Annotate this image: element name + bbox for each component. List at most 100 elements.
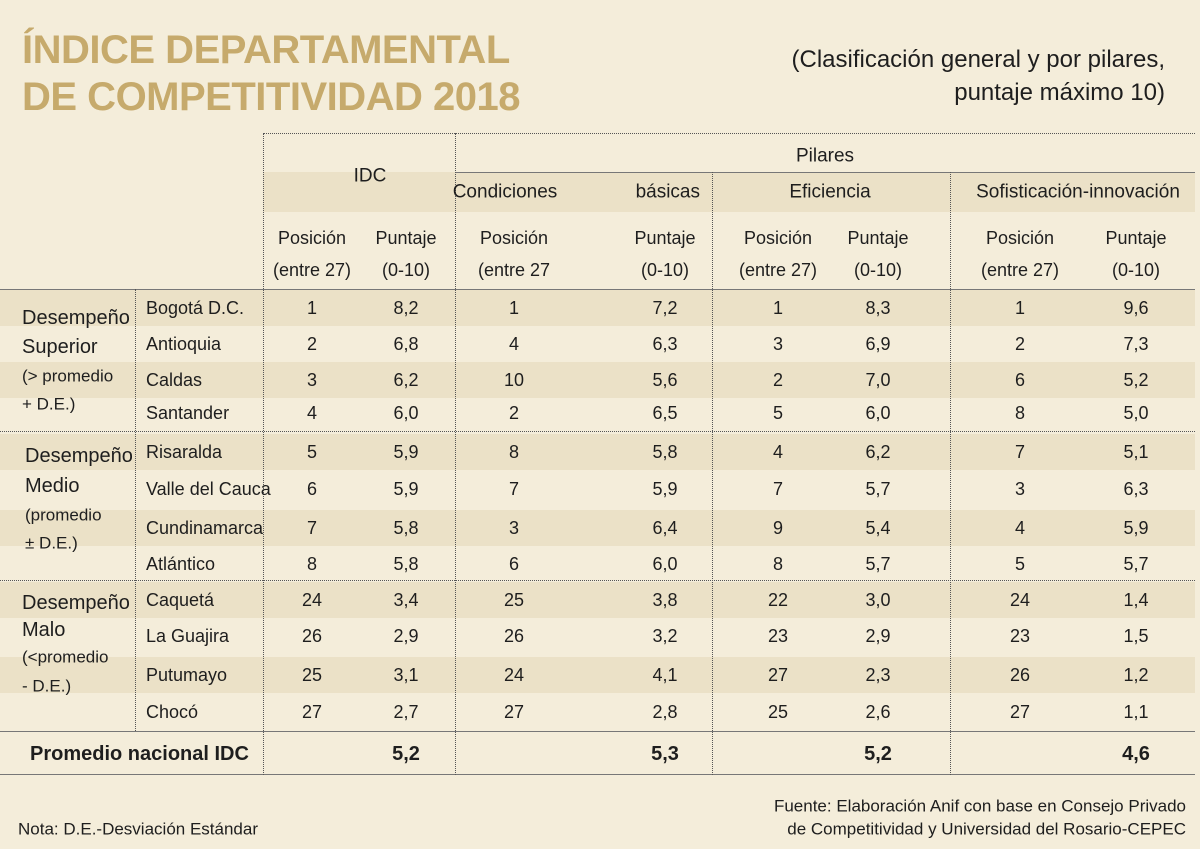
cell: 24: [301, 590, 323, 610]
cell: 5,8: [652, 442, 678, 462]
group-label: Desempeño: [25, 445, 133, 467]
department: Cundinamarca: [146, 518, 264, 538]
row-band: [0, 434, 1195, 470]
sub-header: Posición: [479, 228, 549, 248]
row-band: [0, 362, 1195, 398]
cell: 1,4: [1123, 590, 1149, 610]
sub-header: Posición: [985, 228, 1055, 248]
cell: 6,9: [865, 334, 891, 354]
cell: 6,4: [652, 518, 678, 538]
cell: 3,8: [652, 590, 678, 610]
cell: 5,2: [1123, 370, 1149, 390]
department: Atlántico: [146, 554, 216, 574]
cell: 5,4: [865, 518, 891, 538]
cell: 1: [772, 298, 784, 318]
cell: 8: [772, 554, 784, 574]
cell: 27: [301, 702, 323, 722]
cell: 3,1: [393, 665, 419, 685]
department: Caldas: [146, 370, 203, 390]
cell: 5,7: [1123, 554, 1149, 574]
cell: 1,2: [1123, 665, 1149, 685]
cell: 2,6: [865, 702, 891, 722]
cell: 6: [1014, 370, 1026, 390]
group-label: (<promedio: [22, 647, 109, 667]
cell: 3,0: [865, 590, 891, 610]
divider: [0, 431, 1195, 432]
cell: 1,5: [1123, 626, 1149, 646]
sub-header: (entre 27): [272, 260, 352, 280]
footer-cell: 5,2: [864, 743, 892, 765]
department: Putumayo: [146, 665, 228, 685]
cell: 9: [772, 518, 784, 538]
cell: 1: [306, 298, 318, 318]
cell: 8: [1014, 403, 1026, 423]
cell: 3,2: [652, 626, 678, 646]
column-header: Pilares: [795, 145, 855, 167]
sub-header: Puntaje: [375, 228, 437, 248]
cell: 5,6: [652, 370, 678, 390]
cell: 2: [306, 334, 318, 354]
cell: 23: [767, 626, 789, 646]
group-label: Medio: [25, 475, 80, 497]
row-band: [0, 290, 1195, 326]
cell: 5: [772, 403, 784, 423]
divider: [0, 731, 1195, 732]
cell: 2: [772, 370, 784, 390]
department: La Guajira: [146, 626, 230, 646]
sub-header: Posición: [743, 228, 813, 248]
cell: 2,7: [393, 702, 419, 722]
cell: 6,8: [393, 334, 419, 354]
cell: 5: [1014, 554, 1026, 574]
sub-header: Puntaje: [634, 228, 696, 248]
subtitle: (Clasificación general y por pilares,: [791, 46, 1166, 73]
divider: [263, 133, 1195, 134]
cell: 4,1: [652, 665, 678, 685]
divider: [455, 172, 1195, 173]
cell: 2,8: [652, 702, 678, 722]
column-header: IDC: [353, 165, 387, 187]
cell: 5: [306, 442, 318, 462]
cell: 6: [306, 479, 318, 499]
cell: 7,0: [865, 370, 891, 390]
cell: 4: [508, 334, 520, 354]
department: Valle del Cauca: [146, 479, 271, 499]
cell: 5,1: [1123, 442, 1149, 462]
note: Nota: D.E.-Desviación Estándar: [18, 819, 258, 839]
cell: 25: [503, 590, 525, 610]
footer-label: Promedio nacional IDC: [30, 743, 249, 765]
group-label: - D.E.): [22, 676, 72, 696]
cell: 5,9: [393, 479, 419, 499]
divider: [712, 172, 713, 775]
footer-cell: 5,3: [651, 743, 679, 765]
cell: 2: [1014, 334, 1026, 354]
cell: 1: [1014, 298, 1026, 318]
header-band: [263, 172, 1195, 212]
row-band: [0, 582, 1195, 618]
cell: 2,9: [865, 626, 891, 646]
column-header: Condiciones: [452, 181, 558, 203]
cell: 1: [508, 298, 520, 318]
department: Bogotá D.C.: [146, 298, 245, 318]
sub-header: (entre 27): [738, 260, 818, 280]
cell: 1,1: [1123, 702, 1149, 722]
cell: 26: [503, 626, 525, 646]
department: Risaralda: [146, 442, 223, 462]
cell: 3: [508, 518, 520, 538]
row-band: [0, 510, 1195, 546]
cell: 25: [767, 702, 789, 722]
source: Fuente: Elaboración Anif con base en Con…: [773, 796, 1186, 816]
cell: 3: [772, 334, 784, 354]
department: Chocó: [146, 702, 199, 722]
cell: 8: [508, 442, 520, 462]
cell: 5,7: [865, 554, 891, 574]
sub-header: Puntaje: [1105, 228, 1167, 248]
cell: 4: [1014, 518, 1026, 538]
divider: [0, 289, 1195, 290]
cell: 5,8: [393, 518, 419, 538]
cell: 6,5: [652, 403, 678, 423]
department: Antioquia: [146, 334, 222, 354]
divider: [455, 133, 456, 775]
cell: 26: [1009, 665, 1031, 685]
subtitle: puntaje máximo 10): [954, 79, 1165, 106]
cell: 4: [306, 403, 318, 423]
